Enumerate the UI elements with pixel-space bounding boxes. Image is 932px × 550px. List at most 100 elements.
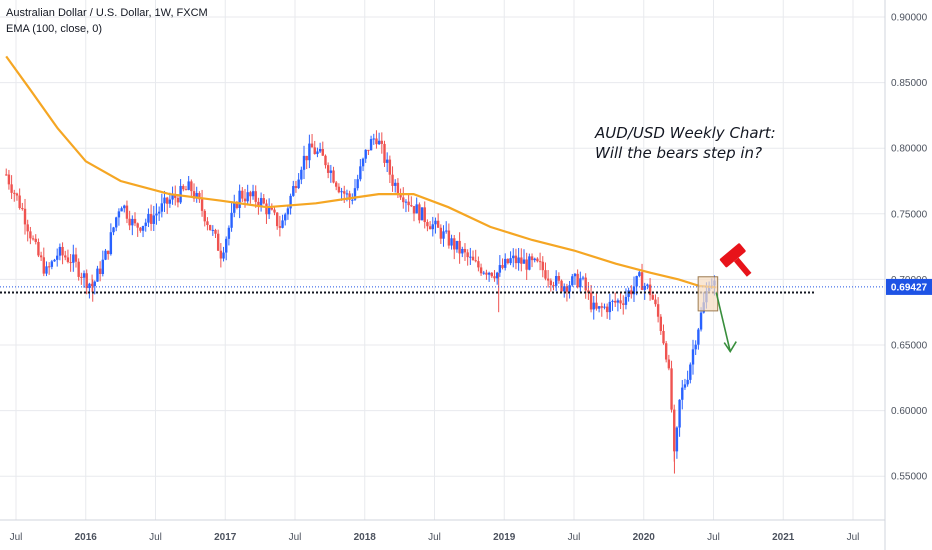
- hammer-head: [719, 243, 746, 268]
- candle-body: [61, 246, 64, 256]
- candle-body: [184, 189, 188, 191]
- candle-body: [115, 217, 118, 228]
- x-tick-label: Jul: [428, 532, 441, 543]
- candle-body: [326, 165, 330, 173]
- candle-body: [383, 143, 386, 163]
- candle-body: [165, 197, 169, 204]
- x-tick-label: Jul: [10, 532, 23, 543]
- candle-body: [206, 221, 209, 226]
- candle-body: [353, 188, 357, 200]
- candle-body: [565, 286, 569, 292]
- candle-body: [93, 281, 96, 287]
- candle-body: [316, 151, 319, 155]
- x-tick-label: Jul: [707, 532, 720, 543]
- candle-body: [546, 278, 550, 281]
- candle-body: [222, 252, 225, 259]
- candle-body: [300, 169, 303, 180]
- candle-body: [512, 255, 515, 259]
- candle-body: [195, 193, 198, 199]
- time-axis[interactable]: Jul 2016 Jul 2017 Jul 2018 Jul 2019 Jul 2020 Jul 20…: [10, 532, 860, 543]
- candle-body: [493, 276, 496, 279]
- candle-body: [297, 179, 300, 189]
- candle-body: [179, 185, 182, 203]
- candle-body: [5, 174, 8, 176]
- candle-body: [367, 149, 370, 151]
- chart-grid: [0, 0, 885, 520]
- candle-body: [42, 257, 45, 274]
- indicator-title[interactable]: EMA (100, close, 0): [6, 23, 102, 35]
- candle-body: [595, 302, 598, 309]
- price-axis[interactable]: 0.900000.850000.800000.750000.700000.650…: [891, 13, 928, 483]
- candle-body: [74, 254, 78, 262]
- candle-body: [563, 286, 566, 292]
- candle-body: [627, 290, 630, 297]
- candle-body: [214, 229, 217, 234]
- x-tick-label: 2021: [772, 532, 795, 543]
- candle-body: [343, 191, 346, 194]
- candle-body: [23, 208, 27, 225]
- candle-body: [302, 155, 306, 170]
- candle-body: [50, 261, 54, 267]
- candle-body: [56, 255, 59, 260]
- candle-body: [58, 246, 62, 256]
- candle-body: [53, 259, 56, 262]
- candle-body: [640, 272, 644, 290]
- candle-body: [66, 257, 70, 263]
- candle-body: [278, 226, 282, 228]
- candle-body: [549, 280, 553, 286]
- candle-body: [576, 273, 579, 288]
- candle-body: [517, 257, 520, 264]
- candle-body: [587, 290, 590, 293]
- candle-body: [697, 329, 700, 345]
- candle-body: [294, 186, 298, 189]
- candle-body: [171, 194, 174, 200]
- candle-body: [155, 213, 158, 216]
- candle-body: [369, 139, 373, 151]
- candle-body: [335, 182, 338, 187]
- x-tick-label: 2017: [214, 532, 237, 543]
- candle-body: [581, 277, 585, 279]
- candle-body: [423, 207, 426, 223]
- candle-body: [90, 283, 94, 287]
- x-tick-label: Jul: [847, 532, 860, 543]
- candle-body: [152, 215, 155, 224]
- candle-body: [485, 272, 488, 275]
- annotation-line-2: Will the bears step in?: [595, 144, 763, 162]
- candle-body: [426, 222, 429, 227]
- candle-body: [632, 286, 636, 295]
- candle-body: [630, 290, 633, 295]
- candle-body: [190, 181, 193, 192]
- candle-body: [605, 306, 609, 313]
- candle-body: [318, 149, 322, 152]
- annotation-line-1: AUD/USD Weekly Chart:: [595, 124, 776, 142]
- candle-body: [160, 203, 164, 212]
- last-price-label: 0.69427: [886, 278, 932, 295]
- candle-body: [262, 198, 265, 204]
- candle-body: [259, 198, 263, 207]
- candle-body: [101, 259, 105, 274]
- candle-body: [439, 227, 443, 239]
- candle-body: [600, 306, 603, 308]
- symbol-title[interactable]: Australian Dollar / U.S. Dollar, 1W, FXC…: [6, 7, 208, 19]
- candle-body: [313, 147, 316, 155]
- candle-body: [568, 285, 571, 292]
- candle-body: [187, 181, 190, 190]
- candle-body: [265, 203, 268, 215]
- candle-body: [123, 205, 126, 209]
- candle-body: [530, 256, 534, 261]
- candle-body: [444, 230, 448, 232]
- candle-body: [616, 300, 620, 303]
- candle-body: [125, 205, 129, 219]
- candle-body: [670, 368, 673, 410]
- candle-body: [324, 155, 327, 166]
- candle-body: [638, 272, 641, 277]
- candle-body: [420, 207, 424, 221]
- candle-body: [104, 250, 107, 260]
- x-tick-label: Jul: [289, 532, 302, 543]
- candle-body: [495, 272, 499, 279]
- candle-body: [18, 195, 21, 209]
- candle-body: [619, 300, 622, 304]
- candle-body: [233, 203, 236, 213]
- candle-body: [106, 250, 110, 255]
